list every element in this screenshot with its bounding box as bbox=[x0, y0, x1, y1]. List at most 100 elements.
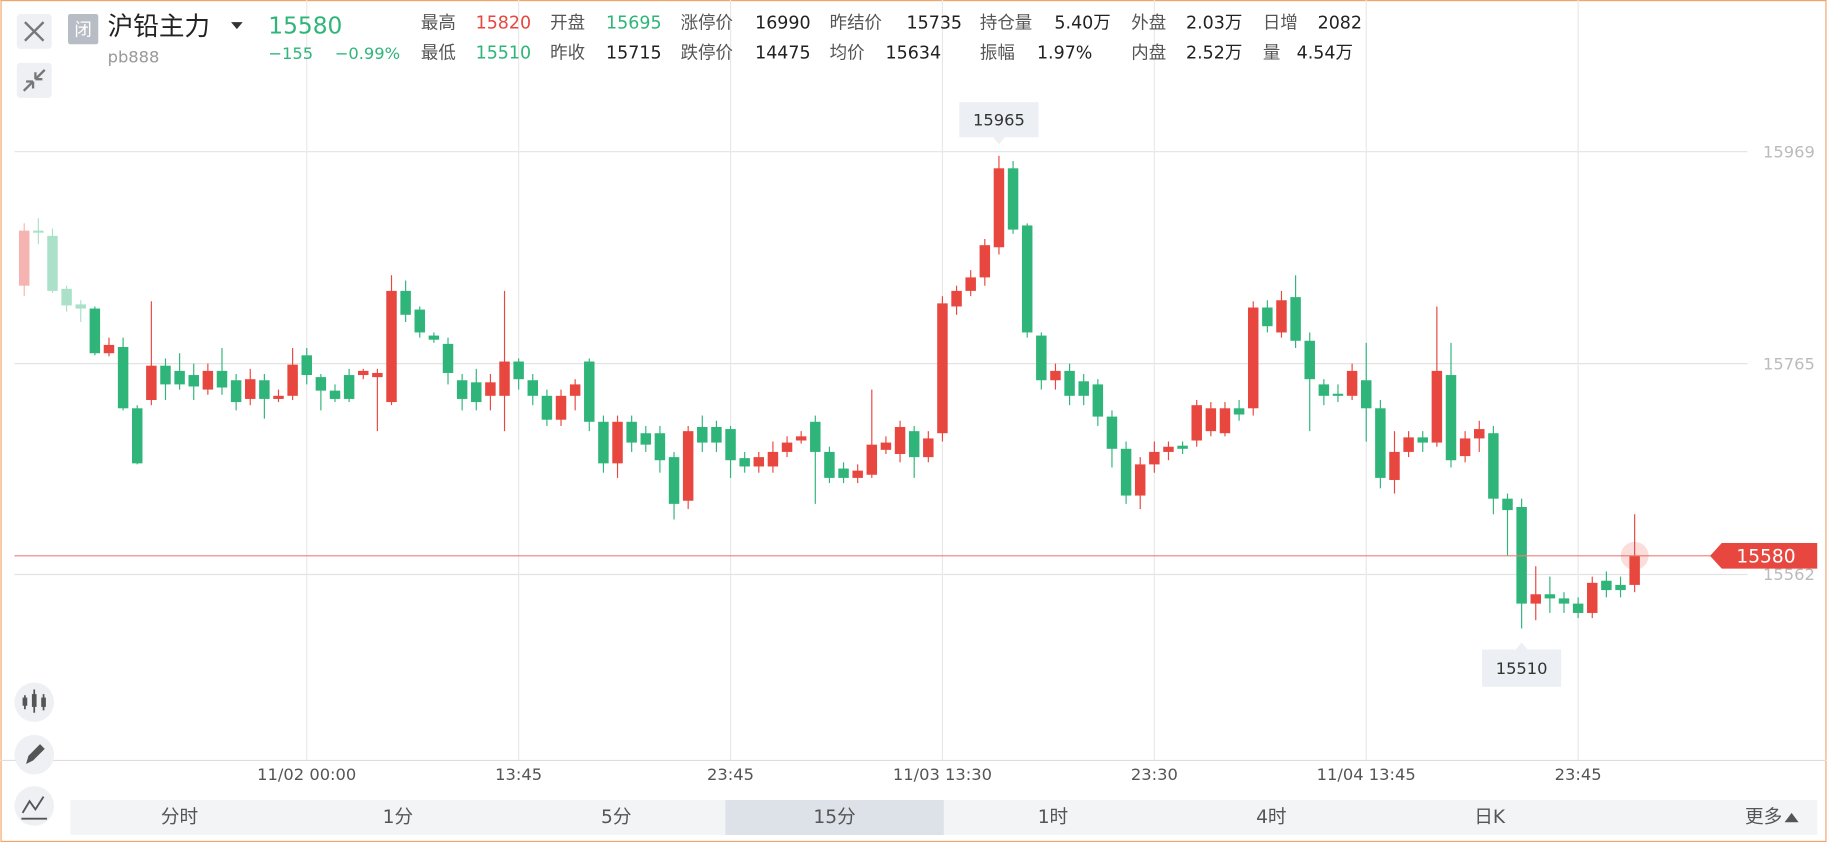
candle bbox=[428, 332, 440, 343]
candle-body bbox=[852, 470, 863, 478]
candle-body bbox=[343, 375, 355, 399]
tab[interactable]: 4时 bbox=[1256, 807, 1286, 828]
tab[interactable]: 1时 bbox=[1038, 807, 1068, 828]
draw-tool[interactable] bbox=[14, 734, 55, 775]
candle bbox=[33, 218, 44, 245]
candle-body bbox=[1219, 408, 1231, 434]
candle bbox=[852, 464, 863, 484]
candle bbox=[259, 374, 270, 419]
indicator-tool[interactable] bbox=[14, 786, 55, 826]
candle-body bbox=[1304, 340, 1315, 380]
candle-body bbox=[1601, 580, 1612, 591]
candle-body bbox=[1360, 380, 1372, 409]
dropdown-arrow[interactable] bbox=[231, 22, 243, 30]
candle bbox=[1530, 566, 1541, 621]
candle-body bbox=[485, 382, 496, 396]
stat-value: 2.52万 bbox=[1186, 44, 1242, 64]
stats: 最高 15820 开盘 15695 涨停价 16990 昨结价 15735 持仓量 5.40万 外盘… bbox=[421, 13, 1362, 63]
candle bbox=[527, 374, 539, 406]
close-button[interactable] bbox=[16, 13, 52, 49]
candle bbox=[358, 368, 369, 380]
candle-tool[interactable] bbox=[14, 682, 55, 723]
candle bbox=[329, 384, 341, 403]
candle bbox=[1346, 363, 1358, 400]
candle bbox=[569, 379, 581, 411]
stat-label: 日增 bbox=[1263, 13, 1298, 33]
candle-body bbox=[1572, 603, 1584, 613]
candle bbox=[711, 420, 722, 452]
candle-body bbox=[188, 375, 199, 387]
stat-label: 量 bbox=[1263, 44, 1280, 64]
candle bbox=[1149, 441, 1160, 473]
candle bbox=[894, 420, 906, 463]
candle bbox=[103, 337, 115, 357]
tab[interactable]: 日K bbox=[1474, 807, 1506, 828]
more-arrow[interactable] bbox=[1784, 812, 1799, 823]
candle bbox=[499, 290, 510, 432]
candle-body bbox=[400, 290, 411, 315]
candle-body bbox=[259, 380, 270, 399]
stat-value: 15735 bbox=[907, 13, 963, 33]
candle-body bbox=[1332, 393, 1344, 396]
tab[interactable]: 15分 bbox=[813, 807, 855, 828]
candle bbox=[1177, 441, 1188, 455]
candle-body bbox=[1163, 446, 1174, 452]
stat-label: 最高 bbox=[421, 13, 456, 33]
last-price: 15580 bbox=[268, 12, 342, 39]
candle-body bbox=[711, 426, 722, 443]
candle-body bbox=[1064, 370, 1075, 396]
candle bbox=[993, 155, 1005, 255]
candle bbox=[1332, 384, 1344, 403]
candle bbox=[343, 368, 355, 403]
candle-body bbox=[442, 343, 454, 373]
candle bbox=[513, 358, 524, 390]
candle-body bbox=[1318, 384, 1330, 396]
candle-body bbox=[937, 303, 948, 434]
candle-body bbox=[1389, 451, 1400, 480]
price-change-pct: −0.99% bbox=[335, 44, 400, 63]
stat-label: 振幅 bbox=[980, 44, 1015, 64]
price-tag bbox=[1710, 543, 1818, 569]
candle-body bbox=[1290, 297, 1301, 341]
tabs: 分时 1分 5分 15分 1时 4时 日K 更多 bbox=[161, 800, 1799, 836]
candle-body bbox=[372, 372, 383, 378]
candle-body bbox=[202, 370, 214, 390]
candle bbox=[1262, 300, 1273, 333]
candle-body bbox=[1587, 582, 1598, 613]
candle bbox=[61, 285, 72, 312]
candle bbox=[75, 300, 86, 323]
candle bbox=[117, 337, 129, 411]
stat-value: 15634 bbox=[886, 44, 942, 64]
instrument-name[interactable]: 沪铅主力 bbox=[108, 12, 210, 42]
candle-body bbox=[654, 433, 666, 461]
candle bbox=[1021, 223, 1033, 338]
tab[interactable]: 5分 bbox=[601, 807, 631, 828]
candle-body bbox=[795, 436, 807, 441]
tab[interactable]: 更多 bbox=[1745, 807, 1782, 828]
candle-body bbox=[1488, 433, 1499, 499]
tab[interactable]: 分时 bbox=[161, 807, 198, 828]
candle-body bbox=[103, 344, 115, 354]
candle bbox=[18, 223, 30, 297]
candle bbox=[1276, 290, 1287, 338]
candle-body bbox=[810, 421, 821, 452]
candle bbox=[131, 405, 143, 465]
high-marker-label: 15965 bbox=[973, 110, 1025, 129]
candle-body bbox=[1233, 408, 1245, 415]
candle bbox=[1247, 301, 1259, 416]
candle-body bbox=[287, 364, 298, 396]
tab[interactable]: 1分 bbox=[383, 807, 413, 828]
candle bbox=[1360, 342, 1372, 442]
candle-body bbox=[1078, 381, 1089, 396]
candle bbox=[965, 270, 976, 297]
candle bbox=[485, 374, 496, 411]
stat-value: 15695 bbox=[606, 13, 662, 33]
candle-body bbox=[1417, 437, 1428, 443]
candle bbox=[1318, 379, 1330, 406]
collapse-button[interactable] bbox=[16, 62, 52, 98]
stat-value: 1.97% bbox=[1037, 44, 1092, 64]
candle bbox=[456, 374, 468, 411]
